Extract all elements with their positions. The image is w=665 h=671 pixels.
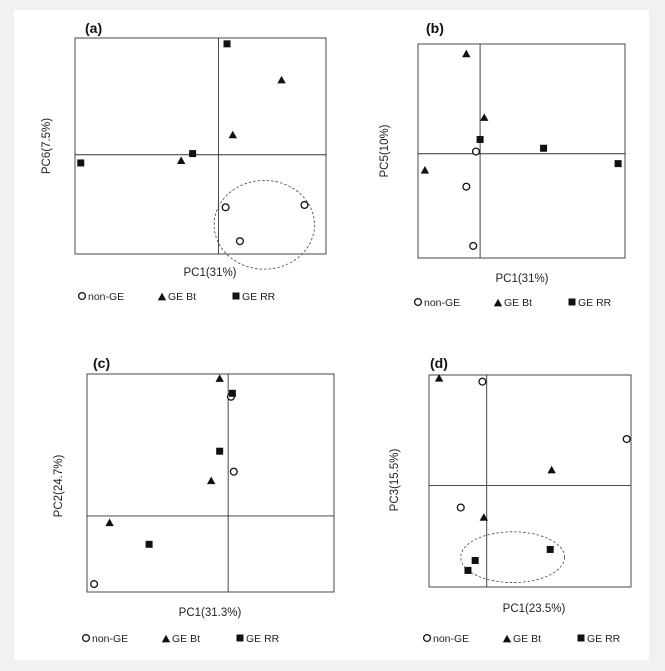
y-axis-label: PC6(7.5%) — [41, 118, 53, 174]
ge-rr-point — [232, 292, 240, 300]
ge-bt-point — [157, 292, 167, 301]
legend-ge-bt-label: GE Bt — [168, 291, 196, 303]
panel-letter: (d) — [430, 355, 448, 371]
ge-rr-point — [189, 150, 197, 158]
ge-rr-point — [216, 447, 224, 455]
plot-frame — [86, 373, 335, 593]
non-ge-point — [229, 467, 238, 476]
y-axis-label: PC5(10%) — [379, 124, 391, 177]
non-ge-point — [77, 291, 87, 301]
ge-bt-point — [493, 298, 503, 307]
non-ge-point — [622, 434, 631, 444]
ge-bt-point — [277, 75, 286, 84]
non-ge-point — [456, 503, 465, 512]
non-ge-point — [221, 203, 230, 212]
dashed-ellipse — [460, 531, 566, 583]
non-ge-point — [90, 580, 99, 589]
legend-ge-bt-label: GE Bt — [504, 297, 532, 309]
ge-bt-point — [215, 374, 224, 382]
panel-letter: (c) — [93, 355, 110, 371]
ge-bt-point — [105, 518, 114, 527]
ge-rr-point — [476, 135, 484, 143]
pca-figure: (a) PC1(31%) PC6(7.5%) non-GE GE Bt GE RR (b) P… — [14, 10, 649, 660]
legend-ge-bt-label: GE Bt — [513, 633, 541, 645]
ge-bt-point — [420, 166, 430, 174]
y-axis-label: PC3(15.5%) — [389, 449, 401, 512]
panel-b: (b) PC1(31%) PC5(10%) non-GE GE Bt GE RR — [379, 20, 626, 309]
ge-bt-point — [502, 634, 512, 643]
ge-rr-point — [568, 298, 576, 306]
ge-rr-point — [471, 557, 479, 564]
legend-ge-rr-label: GE RR — [242, 291, 276, 303]
non-ge-point — [471, 147, 481, 156]
plot-frame — [74, 37, 327, 255]
ge-bt-point — [161, 634, 171, 643]
legend: non-GE GE Bt GE RR — [413, 297, 612, 309]
plot-frame — [428, 374, 632, 588]
legend-non-ge-label: non-GE — [92, 633, 128, 645]
ge-rr-point — [223, 40, 231, 48]
legend: non-GE GE Bt GE RR — [81, 633, 280, 645]
legend-ge-rr-label: GE RR — [587, 633, 621, 645]
non-ge-point — [462, 182, 471, 191]
legend-ge-rr-label: GE RR — [578, 297, 612, 309]
ge-bt-point — [479, 513, 489, 521]
ge-bt-point — [434, 374, 444, 382]
legend-ge-rr-label: GE RR — [246, 633, 280, 645]
ge-rr-point — [540, 144, 548, 152]
ge-rr-point — [614, 160, 622, 168]
ge-bt-point — [176, 156, 186, 164]
ge-rr-point — [236, 634, 244, 642]
pca-figure-svg: (a) PC1(31%) PC6(7.5%) non-GE GE Bt GE RR (b) P… — [41, 20, 632, 645]
legend: non-GE GE Bt GE RR — [422, 633, 621, 645]
non-ge-point — [469, 241, 478, 250]
non-ge-point — [478, 377, 487, 386]
dashed-ellipse — [213, 180, 315, 270]
panel-d: (d) PC1(23.5%) PC3(15.5%) non-GE GE Bt GE RR — [389, 355, 632, 645]
ge-rr-point — [546, 545, 554, 553]
ge-bt-point — [547, 465, 556, 474]
legend-non-ge-label: non-GE — [424, 297, 460, 309]
legend-non-ge-label: non-GE — [88, 291, 124, 303]
plot-frame — [417, 43, 626, 259]
ge-bt-point — [207, 476, 216, 485]
ge-rr-point — [464, 566, 472, 574]
non-ge-point — [413, 297, 423, 307]
ge-rr-point — [228, 389, 236, 397]
panel-c: (c) PC1(31.3%) PC2(24.7%) non-GE GE Bt GE RR — [53, 355, 335, 645]
ge-rr-point — [77, 159, 85, 167]
non-ge-point — [81, 633, 91, 643]
legend-ge-bt-label: GE Bt — [172, 633, 200, 645]
non-ge-point — [422, 633, 432, 643]
non-ge-point — [300, 200, 309, 210]
y-axis-label: PC2(24.7%) — [53, 455, 65, 518]
ge-rr-point — [577, 634, 585, 642]
ge-rr-point — [145, 540, 153, 548]
ge-bt-point — [480, 113, 489, 121]
x-axis-label: PC1(31%) — [183, 267, 236, 279]
legend-non-ge-label: non-GE — [433, 633, 469, 645]
panel-a: (a) PC1(31%) PC6(7.5%) non-GE GE Bt GE RR — [41, 20, 327, 303]
x-axis-label: PC1(23.5%) — [503, 603, 566, 615]
ge-bt-point — [228, 130, 237, 139]
x-axis-label: PC1(31%) — [495, 273, 548, 285]
panel-letter: (b) — [426, 20, 444, 36]
non-ge-point — [235, 237, 244, 246]
ge-bt-point — [462, 49, 471, 58]
panel-letter: (a) — [85, 20, 102, 36]
x-axis-label: PC1(31.3%) — [179, 607, 242, 619]
legend: non-GE GE Bt GE RR — [77, 291, 276, 303]
